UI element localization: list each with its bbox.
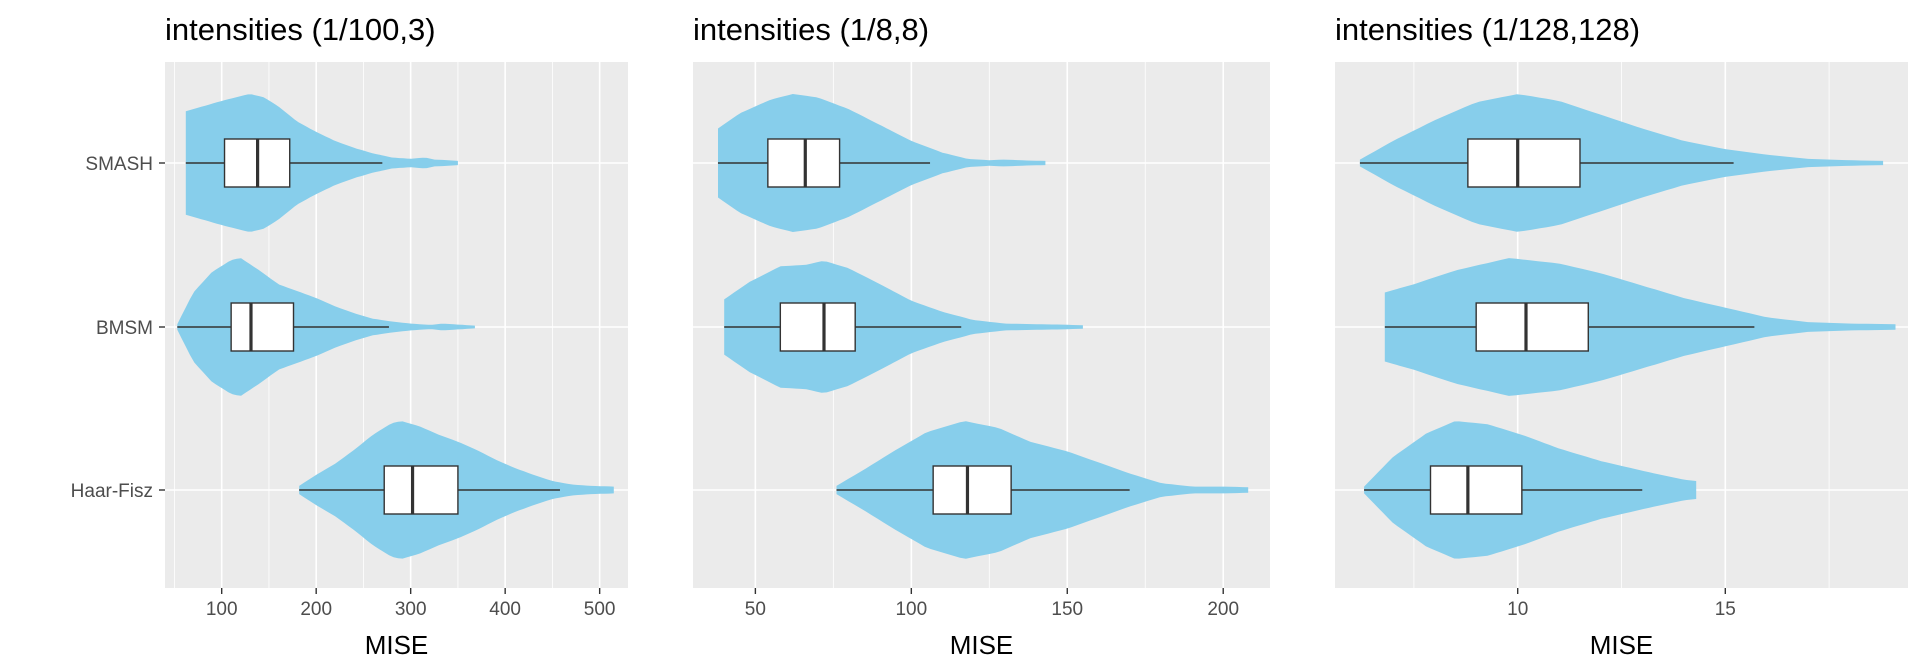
x-tick-label: 15: [1715, 599, 1736, 620]
panel-2: 50 100 150 200 intensities (1/8,8) MISE: [693, 12, 1270, 660]
box-iqr: [383, 465, 459, 515]
panel-3: 10 15 intensities (1/128,128) MISE: [1335, 12, 1908, 660]
x-tick-label: 150: [1051, 599, 1083, 620]
y-tick-label: SMASH: [85, 154, 153, 175]
x-axis-label: MISE: [1590, 630, 1654, 660]
panel-title: intensities (1/100,3): [165, 12, 436, 47]
x-axis-label: MISE: [950, 630, 1014, 660]
x-tick-label: 500: [584, 599, 616, 620]
violin-haar-fisz: [1364, 421, 1697, 559]
x-tick-label: 100: [895, 599, 927, 620]
box-iqr: [779, 302, 856, 352]
x-tick-label: 50: [745, 599, 766, 620]
x-tick-label: 200: [300, 599, 332, 620]
x-axis-label: MISE: [365, 630, 429, 660]
violin-smash: [185, 94, 458, 232]
y-tick-label: Haar-Fisz: [71, 481, 153, 502]
x-tick-label: 200: [1207, 599, 1239, 620]
box-iqr: [230, 302, 295, 352]
y-tick-label: BMSM: [96, 318, 153, 339]
violin-haar-fisz: [299, 421, 614, 559]
violin-smash: [717, 94, 1046, 232]
panel-title: intensities (1/128,128): [1335, 12, 1640, 47]
box-iqr: [1475, 302, 1589, 352]
panel-1: 100 200 300 400 500 SMASH BMSM Haar-Fisz intensi…: [71, 12, 628, 660]
box-iqr: [932, 465, 1012, 515]
violin-smash: [1359, 94, 1884, 232]
panel-title: intensities (1/8,8): [693, 12, 929, 47]
violin-bmsm: [177, 258, 475, 396]
x-tick-label: 100: [206, 599, 238, 620]
box-iqr: [1467, 138, 1581, 188]
violin-haar-fisz: [836, 421, 1249, 559]
box-iqr: [1429, 465, 1523, 515]
violin-bmsm: [724, 261, 1083, 393]
x-tick-label: 400: [489, 599, 521, 620]
x-tick-label: 300: [395, 599, 427, 620]
violin-bmsm: [1384, 258, 1896, 396]
x-tick-label: 10: [1507, 599, 1528, 620]
